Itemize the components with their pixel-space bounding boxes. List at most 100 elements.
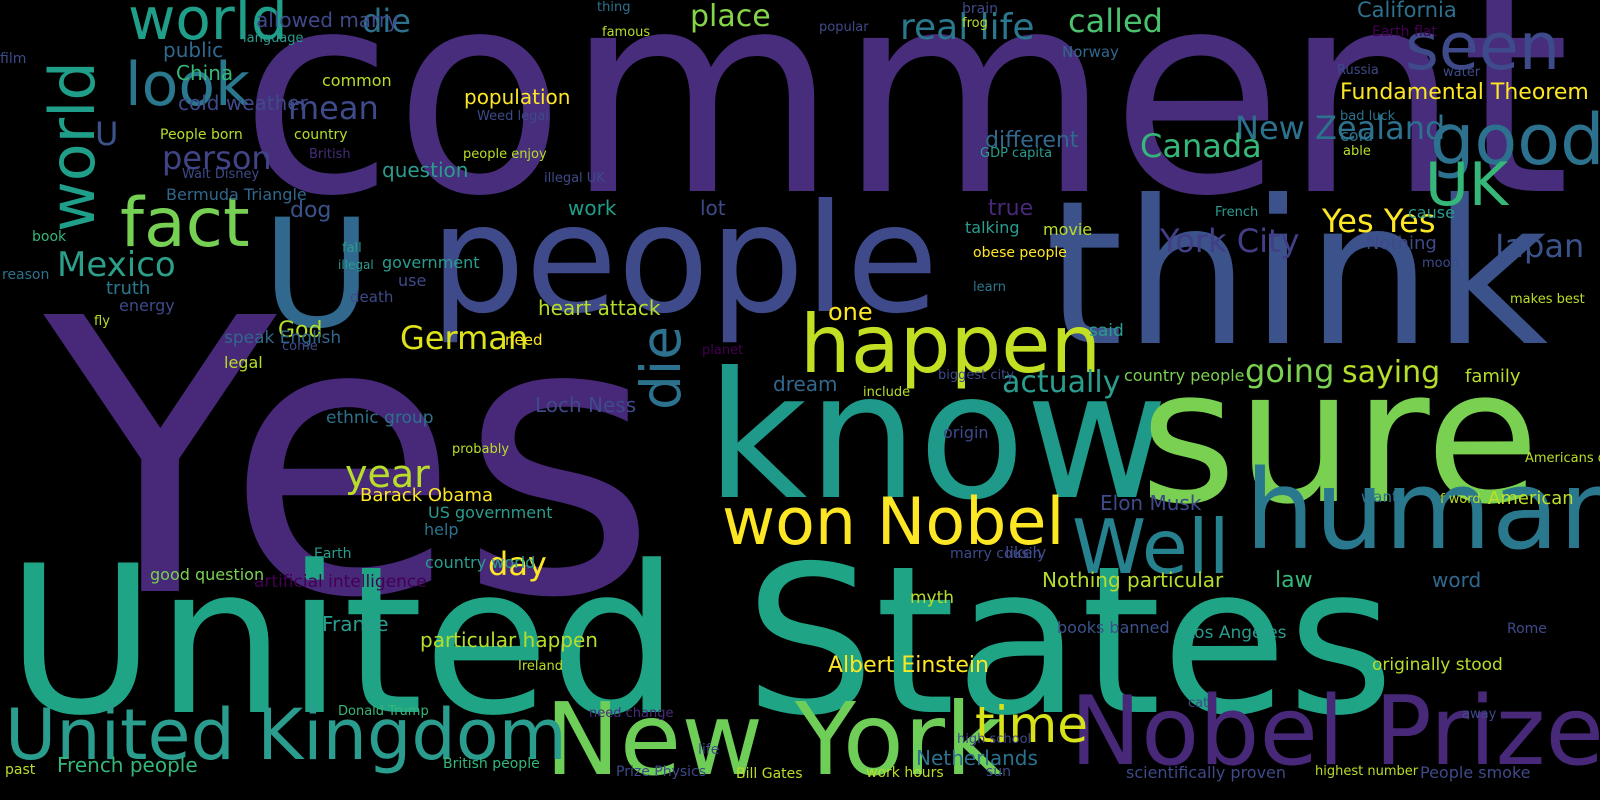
- word-artificial-intelligence: French people: [57, 753, 198, 777]
- word-u-large: U: [262, 188, 372, 362]
- word-think: think: [1045, 158, 1549, 391]
- word-happen: happen: [800, 298, 1102, 391]
- word-government: want: [1361, 488, 1398, 506]
- word-nobel-prize: Nobel Prize: [1070, 677, 1600, 787]
- word-die: time: [975, 696, 1088, 754]
- word-walt-disney: learn: [973, 280, 1006, 295]
- word-disney-body: bad luck: [1340, 109, 1396, 124]
- word-value-years: able: [1343, 144, 1371, 159]
- word-norway: fall: [342, 241, 362, 256]
- word-cold: film: [0, 51, 27, 67]
- word-fly: myth: [910, 588, 955, 608]
- word-well: Well: [1072, 503, 1230, 591]
- word-us-government: originally stood: [1372, 655, 1503, 675]
- word-american: work: [568, 196, 617, 220]
- word-french-people: heart attack: [538, 296, 661, 320]
- word-water: reason: [2, 267, 50, 283]
- word-illegal-uk: People born: [160, 127, 243, 143]
- word-f-word: Weed legal: [477, 109, 549, 124]
- word-lawyer: f word: [1440, 492, 1481, 507]
- word-people-born: obese people: [973, 245, 1067, 261]
- word-true: going: [1245, 352, 1335, 390]
- word-rome: people enjoy: [463, 147, 547, 162]
- word-netherlands: Nothing particular: [1042, 568, 1224, 592]
- word-elon-musk: lot: [700, 196, 726, 220]
- word-use: question: [382, 158, 469, 182]
- word-population: fly: [94, 314, 110, 329]
- word-new-zealand: die: [362, 2, 411, 40]
- word-energy: marry cousin: [950, 546, 1042, 562]
- word-chinese-people: include: [863, 385, 911, 400]
- word-need-change: French: [1215, 205, 1259, 220]
- word-bill-gates: brain: [962, 1, 998, 17]
- word-myth: Los Angeles: [1185, 623, 1287, 643]
- word-france: American: [1488, 488, 1574, 509]
- word-organic-origin: biggest city: [938, 368, 1014, 383]
- word-food: moon: [1422, 256, 1459, 271]
- word-allowed-marry: need: [505, 331, 543, 349]
- word-thing: public: [163, 38, 224, 62]
- word-nothing: Loch Ness: [535, 393, 637, 417]
- word-fact: fact: [120, 184, 250, 263]
- word-york-city: Mexico: [57, 245, 176, 285]
- word-makes-best: thing: [597, 0, 631, 15]
- word-away: illegal UK: [544, 171, 605, 186]
- word-british-people: GDP capita: [980, 146, 1053, 161]
- word-add-numbers: Ireland: [518, 659, 563, 674]
- word-earth: Albert Einstein: [828, 653, 989, 678]
- word-truth: likely: [1005, 543, 1047, 562]
- word-people-enjoy: British: [309, 147, 351, 162]
- word-public: Nothing: [1366, 233, 1437, 254]
- word-russia: book: [32, 229, 67, 245]
- word-los-angeles: California: [1357, 0, 1457, 22]
- word-different: energy: [119, 296, 175, 315]
- word-city-uk: Rome: [1507, 621, 1547, 637]
- word-new-york: New York: [545, 681, 1003, 798]
- word-way: origin: [943, 423, 989, 442]
- word-heard: Americans drink: [1525, 451, 1600, 466]
- word-seen: world: [128, 0, 288, 53]
- word-word: York City: [1160, 222, 1300, 260]
- word-frog: government: [382, 253, 480, 272]
- word-cold-weather: come: [282, 339, 318, 354]
- word-albert-einstein: Barack Obama: [360, 485, 494, 506]
- word-film: cold weather: [178, 91, 308, 115]
- word-barack-obama: law: [1275, 568, 1313, 593]
- word-past: Earth flat: [1372, 24, 1437, 40]
- word-good: seen: [1405, 10, 1561, 85]
- word-movie: said: [1089, 321, 1124, 341]
- word-learn: family: [1465, 366, 1521, 387]
- word-originally-stood: Fundamental Theorem: [1340, 80, 1589, 105]
- word-prize-physics: frog: [962, 16, 988, 31]
- word-work-hours: popular: [819, 20, 869, 35]
- word-united-states: United States: [6, 523, 1395, 761]
- word-obese-people: country people: [1124, 366, 1245, 385]
- word-british: movie: [1043, 220, 1093, 239]
- word-need: ethnic group: [326, 408, 434, 428]
- word-day: U: [95, 115, 119, 153]
- word-question: truth: [106, 278, 151, 299]
- word-california: word: [1432, 568, 1482, 592]
- word-banned-canada: away: [1462, 707, 1497, 722]
- word-language: allowed marry: [256, 8, 399, 32]
- word-god: country world: [425, 553, 536, 572]
- word-german: saying: [1342, 355, 1441, 390]
- word-u-small: look: [125, 50, 250, 120]
- word-nothing-particular: true: [988, 196, 1034, 221]
- word-french: use: [398, 271, 427, 290]
- word-student: cold: [1340, 126, 1374, 145]
- word-speak-english: Earth: [314, 546, 352, 562]
- word-heart-attack: one: [828, 298, 873, 326]
- word-brain: Bermuda Triangle: [166, 185, 307, 204]
- word-known: sun: [986, 764, 1012, 780]
- word-lot: real life: [900, 7, 1035, 48]
- word-mexico: actually: [1002, 365, 1121, 400]
- word-world: world: [36, 61, 109, 232]
- word-dog: Canada: [1140, 127, 1262, 165]
- word-actually: year: [345, 452, 430, 496]
- word-americans-drink: famous: [602, 25, 651, 40]
- word-earth-flat: death: [350, 288, 394, 306]
- word-popular: Walt Disney: [182, 167, 260, 182]
- word-feel: life: [698, 742, 720, 758]
- word-death: different: [985, 128, 1079, 153]
